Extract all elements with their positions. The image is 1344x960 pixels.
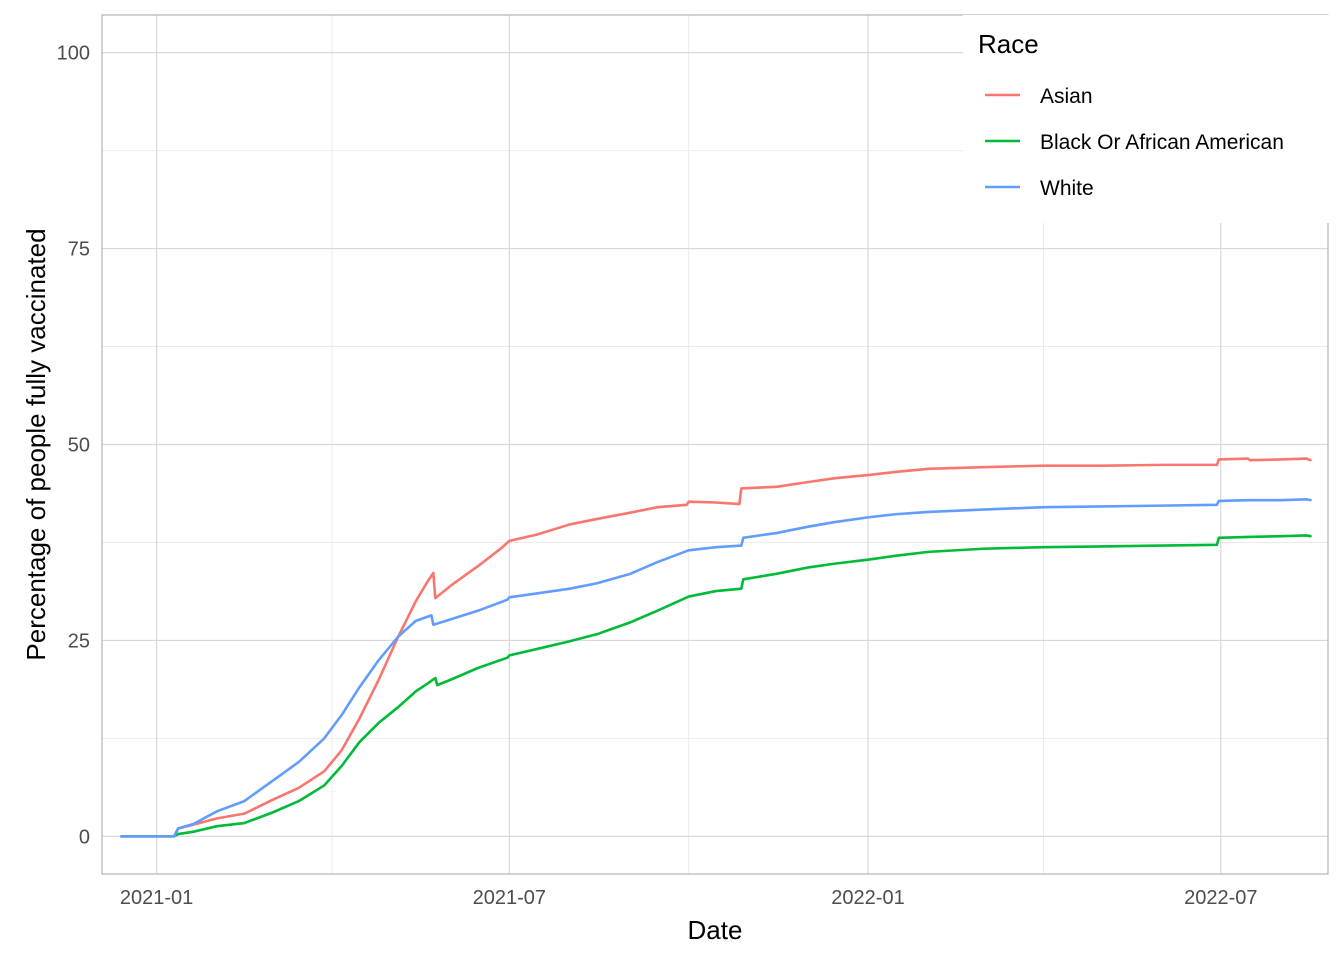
y-tick-label: 0: [79, 826, 90, 848]
y-tick-label: 100: [57, 43, 90, 65]
legend-background: [963, 15, 1329, 223]
x-axis-title: Date: [688, 915, 743, 945]
legend: Race Asian Black Or African American White: [963, 15, 1329, 223]
legend-label-asian: Asian: [1040, 85, 1093, 108]
series-line-white: [120, 498, 1312, 838]
x-axis-tick-labels: 2021-01 2021-07 2022-01 2022-07: [120, 887, 1258, 909]
legend-label-white: White: [1040, 177, 1094, 200]
x-tick-label: 2022-01: [831, 887, 904, 909]
x-tick-label: 2022-07: [1184, 887, 1257, 909]
series-lines: [120, 457, 1312, 838]
legend-label-black-or-african-american: Black Or African American: [1040, 131, 1284, 154]
y-axis-tick-labels: 0 25 50 75 100: [57, 43, 90, 849]
y-tick-label: 75: [68, 239, 90, 261]
legend-items: Asian Black Or African American White: [985, 85, 1284, 200]
x-tick-label: 2021-07: [473, 887, 546, 909]
x-tick-label: 2021-01: [120, 887, 193, 909]
series-line-asian: [120, 457, 1312, 838]
legend-title: Race: [978, 29, 1039, 59]
y-tick-label: 25: [68, 630, 90, 652]
y-tick-label: 50: [68, 435, 90, 457]
panel-border: [101, 14, 1329, 875]
y-axis-title: Percentage of people fully vaccinated: [21, 228, 51, 660]
series-line-black-or-african-american: [120, 534, 1312, 838]
